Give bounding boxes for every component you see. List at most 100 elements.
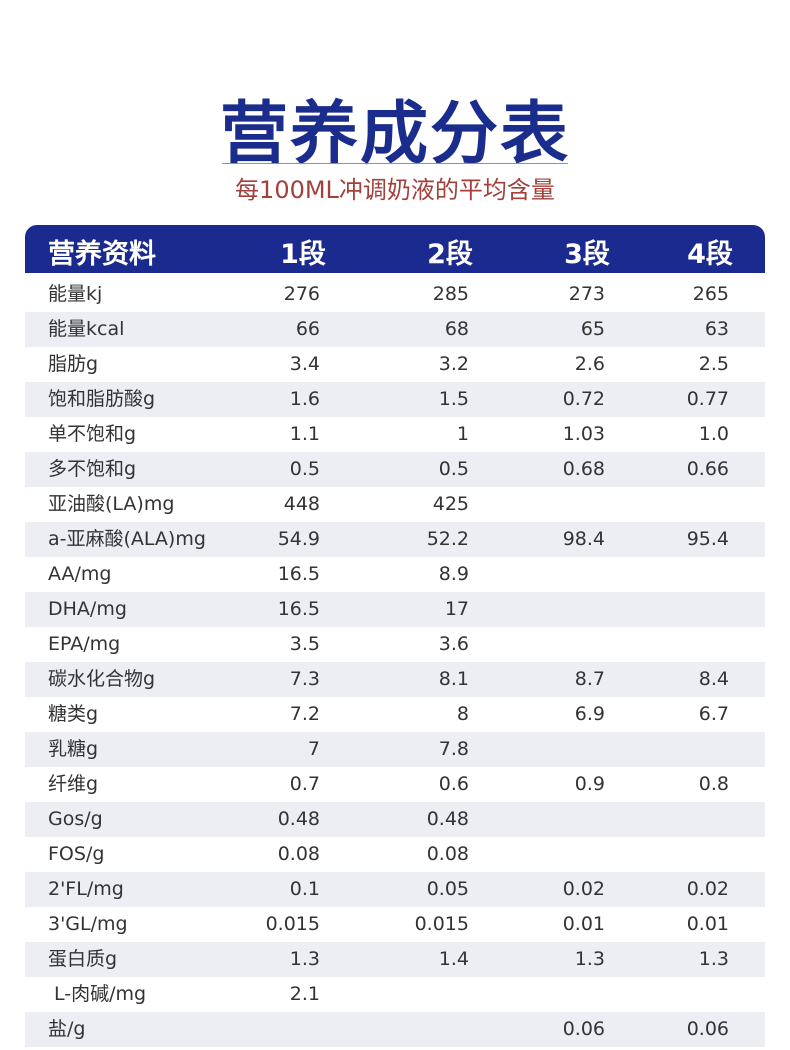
cell-value: 6.9 xyxy=(574,703,605,725)
row-background xyxy=(25,312,765,347)
cell-value: 0.6 xyxy=(438,773,469,795)
cell-value: 3.2 xyxy=(438,353,469,375)
cell-value: 7.2 xyxy=(289,703,320,725)
cell-value: 265 xyxy=(692,283,729,305)
row-label: Gos/g xyxy=(48,808,103,830)
row-label: EPA/mg xyxy=(48,633,121,655)
cell-value: 0.48 xyxy=(277,808,320,830)
cell-value: 0.08 xyxy=(426,843,469,865)
cell-value: 8.4 xyxy=(698,668,729,690)
row-background xyxy=(25,802,765,837)
cell-value: 425 xyxy=(432,493,469,515)
cell-value: 0.1 xyxy=(289,878,320,900)
row-background xyxy=(25,942,765,977)
cell-value: 7.8 xyxy=(438,738,469,760)
row-label: 蛋白质g xyxy=(48,948,118,970)
row-label: 3'GL/mg xyxy=(48,913,128,935)
cell-value: 63 xyxy=(704,318,729,340)
cell-value: 65 xyxy=(580,318,605,340)
row-label: 亚油酸(LA)mg xyxy=(48,493,175,515)
cell-value: 0.02 xyxy=(562,878,605,900)
row-label: L-肉碱/mg xyxy=(48,983,147,1005)
cell-value: 54.9 xyxy=(277,528,320,550)
cell-value: 17 xyxy=(444,598,469,620)
cell-value: 3.5 xyxy=(289,633,320,655)
cell-value: 2.1 xyxy=(289,983,320,1005)
row-label: 能量kcal xyxy=(48,318,125,340)
cell-value: 8 xyxy=(456,703,469,725)
cell-value: 1 xyxy=(456,423,469,445)
header-bar xyxy=(25,225,765,273)
cell-value: 0.8 xyxy=(698,773,729,795)
cell-value: 7 xyxy=(307,738,320,760)
cell-value: 0.05 xyxy=(426,878,469,900)
row-label: 纤维g xyxy=(48,773,99,795)
row-label: 2'FL/mg xyxy=(48,878,124,900)
cell-value: 276 xyxy=(283,283,320,305)
row-background xyxy=(25,382,765,417)
cell-value: 0.72 xyxy=(562,388,605,410)
cell-value: 1.5 xyxy=(438,388,469,410)
cell-value: 448 xyxy=(283,493,320,515)
cell-value: 8.7 xyxy=(574,668,605,690)
cell-value: 16.5 xyxy=(277,598,320,620)
cell-value: 0.02 xyxy=(686,878,729,900)
cell-value: 0.015 xyxy=(414,913,469,935)
row-label: 碳水化合物g xyxy=(48,668,156,690)
cell-value: 52.2 xyxy=(426,528,469,550)
cell-value: 3.6 xyxy=(438,633,469,655)
row-background xyxy=(25,872,765,907)
row-background xyxy=(25,522,765,557)
row-label: 盐/g xyxy=(48,1018,86,1040)
row-background xyxy=(25,732,765,767)
cell-value: 68 xyxy=(444,318,469,340)
cell-value: 273 xyxy=(568,283,605,305)
subtitle: 每100ML冲调奶液的平均含量 xyxy=(235,176,555,204)
row-label: FOS/g xyxy=(48,843,105,865)
cell-value: 0.48 xyxy=(426,808,469,830)
cell-value: 1.3 xyxy=(698,948,729,970)
column-header: 3段 xyxy=(564,239,610,270)
cell-value: 1.03 xyxy=(562,423,605,445)
column-header: 1段 xyxy=(280,239,326,270)
cell-value: 0.015 xyxy=(265,913,320,935)
row-label: DHA/mg xyxy=(48,598,127,620)
cell-value: 0.5 xyxy=(289,458,320,480)
cell-value: 1.4 xyxy=(438,948,469,970)
cell-value: 16.5 xyxy=(277,563,320,585)
cell-value: 0.06 xyxy=(562,1018,605,1040)
cell-value: 6.7 xyxy=(698,703,729,725)
row-label: 脂肪g xyxy=(48,353,99,375)
cell-value: 0.7 xyxy=(289,773,320,795)
row-label: 糖类g xyxy=(48,703,99,725)
cell-value: 1.6 xyxy=(289,388,320,410)
cell-value: 8.9 xyxy=(438,563,469,585)
row-background xyxy=(25,662,765,697)
cell-value: 285 xyxy=(432,283,469,305)
cell-value: 0.5 xyxy=(438,458,469,480)
cell-value: 1.1 xyxy=(289,423,320,445)
cell-value: 0.01 xyxy=(686,913,729,935)
cell-value: 0.08 xyxy=(277,843,320,865)
cell-value: 0.77 xyxy=(686,388,729,410)
row-background xyxy=(25,1012,765,1047)
row-background xyxy=(25,452,765,487)
cell-value: 0.68 xyxy=(562,458,605,480)
cell-value: 1.3 xyxy=(289,948,320,970)
row-background xyxy=(25,592,765,627)
cell-value: 0.01 xyxy=(562,913,605,935)
row-label: 饱和脂肪酸g xyxy=(48,388,156,410)
cell-value: 0.06 xyxy=(686,1018,729,1040)
title: 营养成分表 xyxy=(219,95,570,174)
cell-value: 3.4 xyxy=(289,353,320,375)
cell-value: 7.3 xyxy=(289,668,320,690)
cell-value: 0.66 xyxy=(686,458,729,480)
cell-value: 95.4 xyxy=(686,528,729,550)
row-label: 单不饱和g xyxy=(48,423,137,445)
cell-value: 2.5 xyxy=(698,353,729,375)
row-label: AA/mg xyxy=(48,563,112,585)
divider xyxy=(222,163,568,164)
row-label: 多不饱和g xyxy=(48,458,137,480)
cell-value: 8.1 xyxy=(438,668,469,690)
